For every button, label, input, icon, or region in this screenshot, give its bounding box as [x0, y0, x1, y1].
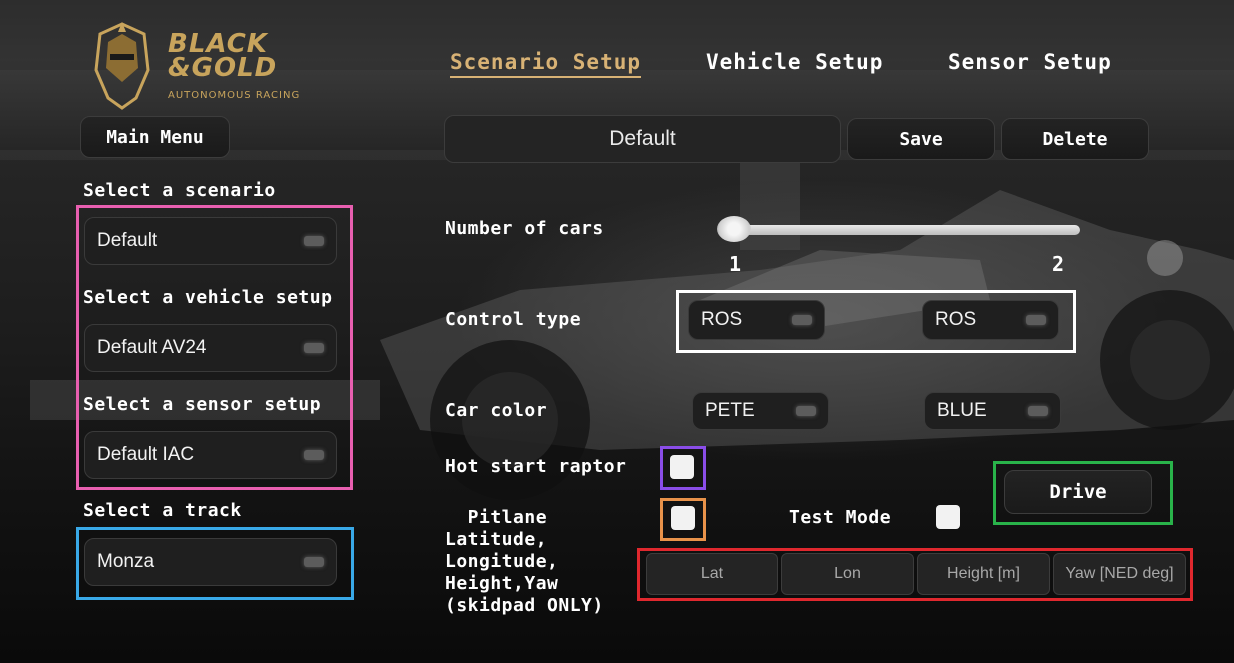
sensor-dropdown-value: Default IAC — [97, 444, 195, 465]
vehicle-setup-dropdown[interactable]: Default AV24 — [84, 324, 337, 372]
dropdown-knob-icon — [1026, 315, 1046, 325]
slider-max-label: 2 — [1052, 252, 1065, 276]
dropdown-knob-icon — [796, 406, 816, 416]
control-type-car1-dropdown[interactable]: ROS — [688, 300, 825, 340]
pitlane-checkbox[interactable] — [671, 506, 695, 530]
dropdown-knob-icon — [304, 236, 324, 246]
control-type-label: Control type — [445, 309, 582, 330]
dropdown-knob-icon — [304, 557, 324, 567]
number-of-cars-slider-handle[interactable] — [717, 216, 751, 242]
car-color-car1-value: PETE — [705, 400, 755, 421]
brand-line-1: BLACK — [168, 29, 268, 59]
longitude-input[interactable]: Lon — [781, 553, 914, 595]
dropdown-knob-icon — [1028, 406, 1048, 416]
hot-start-raptor-checkbox[interactable] — [670, 455, 694, 479]
dropdown-knob-icon — [304, 343, 324, 353]
tab-sensor-setup[interactable]: Sensor Setup — [948, 50, 1112, 74]
yaw-input[interactable]: Yaw [NED deg] — [1053, 553, 1186, 595]
select-vehicle-label: Select a vehicle setup — [83, 287, 333, 308]
car-color-car1-dropdown[interactable]: PETE — [692, 392, 829, 430]
track-dropdown[interactable]: Monza — [84, 538, 337, 586]
sensor-setup-dropdown[interactable]: Default IAC — [84, 431, 337, 479]
main-menu-button[interactable]: Main Menu — [80, 116, 230, 158]
brand-line-3: AUTONOMOUS RACING — [168, 90, 301, 101]
knight-helmet-icon — [94, 22, 150, 110]
slider-min-label: 1 — [729, 252, 742, 276]
tab-scenario-setup[interactable]: Scenario Setup — [450, 50, 642, 78]
hot-start-raptor-label: Hot start raptor — [445, 456, 627, 477]
drive-button[interactable]: Drive — [1004, 470, 1152, 514]
car-color-car2-dropdown[interactable]: BLUE — [924, 392, 1061, 430]
control-type-car1-value: ROS — [701, 309, 743, 330]
car-color-car2-value: BLUE — [937, 400, 987, 421]
pitlane-label: Pitlane Latitude, Longitude, Height,Yaw … — [445, 507, 604, 616]
scenario-dropdown-value: Default — [97, 230, 158, 251]
select-scenario-label: Select a scenario — [83, 180, 276, 201]
control-type-car2-dropdown[interactable]: ROS — [922, 300, 1059, 340]
brand-line-2: &GOLD — [168, 53, 278, 83]
number-of-cars-slider-track[interactable] — [720, 225, 1080, 235]
test-mode-label: Test Mode — [789, 507, 892, 528]
vehicle-dropdown-value: Default AV24 — [97, 337, 207, 358]
delete-button[interactable]: Delete — [1001, 118, 1149, 160]
control-type-car2-value: ROS — [935, 309, 977, 330]
dropdown-knob-icon — [792, 315, 812, 325]
brand-logo: BLACK &GOLD AUTONOMOUS RACING — [90, 20, 305, 112]
select-track-label: Select a track — [83, 500, 242, 521]
scenario-name-input[interactable]: Default — [444, 115, 841, 163]
save-button[interactable]: Save — [847, 118, 995, 160]
select-sensor-label: Select a sensor setup — [83, 394, 322, 415]
number-of-cars-label: Number of cars — [445, 218, 604, 239]
height-input[interactable]: Height [m] — [917, 553, 1050, 595]
scenario-dropdown[interactable]: Default — [84, 217, 337, 265]
test-mode-checkbox[interactable] — [936, 505, 960, 529]
dropdown-knob-icon — [304, 450, 324, 460]
latitude-input[interactable]: Lat — [646, 553, 778, 595]
car-color-label: Car color — [445, 400, 548, 421]
track-dropdown-value: Monza — [97, 551, 155, 572]
tab-vehicle-setup[interactable]: Vehicle Setup — [706, 50, 884, 74]
